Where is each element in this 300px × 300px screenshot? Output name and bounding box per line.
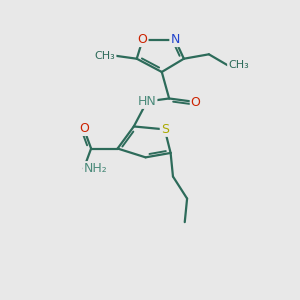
Text: N: N	[170, 33, 180, 46]
Text: O: O	[191, 95, 201, 109]
Text: NH₂: NH₂	[84, 162, 107, 175]
Text: CH₃: CH₃	[228, 61, 249, 70]
Text: S: S	[161, 123, 169, 136]
Text: HN: HN	[138, 95, 156, 108]
Text: CH₃: CH₃	[95, 51, 116, 61]
Text: O: O	[138, 33, 148, 46]
Text: O: O	[79, 122, 89, 135]
